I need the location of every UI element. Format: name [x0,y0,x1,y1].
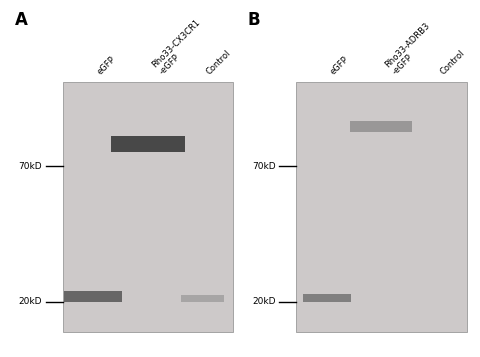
Text: 20kD: 20kD [252,297,275,306]
Bar [62,82,233,332]
Text: 70kD: 70kD [252,161,275,171]
Text: B: B [247,11,260,29]
Text: Control: Control [437,49,465,77]
Text: Rho33-CX3CR1
-eGFP: Rho33-CX3CR1 -eGFP [150,18,209,77]
Bar [349,121,411,132]
Text: A: A [14,11,27,29]
Text: eGFP: eGFP [96,55,117,77]
Text: eGFP: eGFP [328,55,350,77]
Bar [64,291,122,302]
Text: Control: Control [204,49,232,77]
Bar [180,295,224,302]
Bar [302,294,350,302]
Bar [295,82,466,332]
Text: 20kD: 20kD [19,297,42,306]
Bar [110,136,185,152]
Text: Rho33-ADRB3
-eGFP: Rho33-ADRB3 -eGFP [383,21,438,77]
Text: 70kD: 70kD [19,161,42,171]
